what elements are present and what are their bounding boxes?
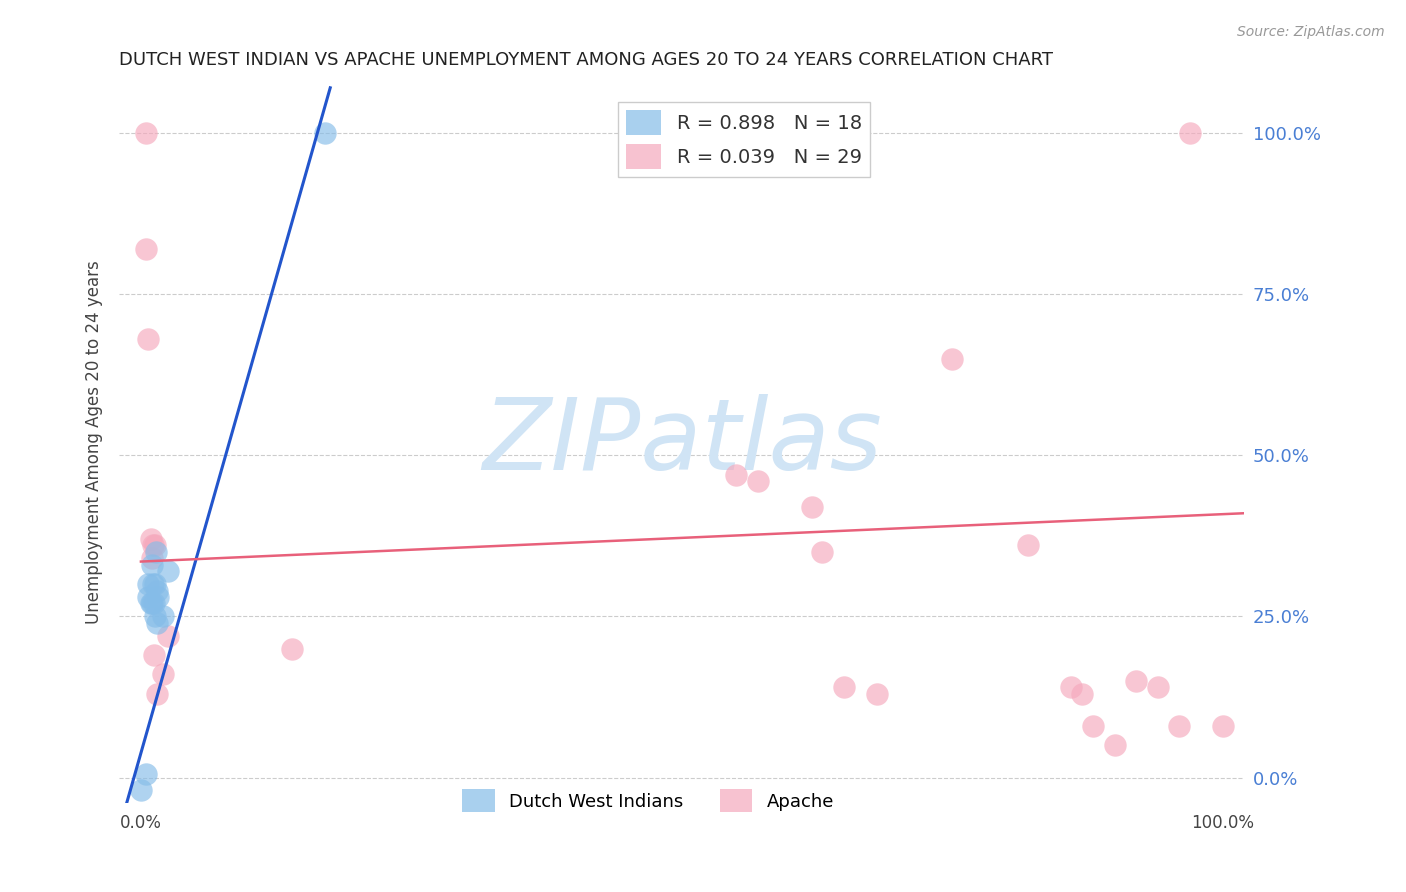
Point: [152, 609, 174, 624]
Text: DUTCH WEST INDIAN VS APACHE UNEMPLOYMENT AMONG AGES 20 TO 24 YEARS CORRELATION C: DUTCH WEST INDIAN VS APACHE UNEMPLOYMENT…: [120, 51, 1053, 69]
Point: [142, 597, 165, 611]
Point: [138, 590, 160, 604]
Point: [1104, 739, 1126, 753]
Point: [1017, 538, 1039, 552]
Point: [152, 667, 174, 681]
Point: [156, 629, 179, 643]
Text: Source: ZipAtlas.com: Source: ZipAtlas.com: [1237, 25, 1385, 39]
Point: [832, 680, 855, 694]
Point: [724, 467, 747, 482]
Point: [1125, 673, 1147, 688]
Point: [1071, 687, 1094, 701]
Point: [138, 577, 160, 591]
Point: [143, 609, 166, 624]
Point: [135, 242, 157, 256]
Point: [135, 126, 157, 140]
Point: [143, 538, 166, 552]
Text: ZIPatlas: ZIPatlas: [482, 393, 882, 491]
Point: [129, 783, 152, 797]
Point: [139, 532, 162, 546]
Point: [146, 583, 169, 598]
Point: [142, 538, 165, 552]
Point: [811, 545, 834, 559]
Point: [156, 564, 179, 578]
Point: [145, 545, 167, 559]
Point: [142, 648, 165, 662]
Point: [146, 687, 169, 701]
Point: [865, 687, 887, 701]
Point: [941, 351, 963, 366]
Point: [142, 577, 165, 591]
Point: [143, 577, 166, 591]
Legend: Dutch West Indians, Apache: Dutch West Indians, Apache: [456, 782, 841, 820]
Point: [141, 558, 163, 572]
Point: [1212, 719, 1234, 733]
Point: [148, 590, 170, 604]
Point: [1146, 680, 1168, 694]
Point: [1081, 719, 1104, 733]
Point: [1168, 719, 1191, 733]
Point: [747, 474, 769, 488]
Point: [141, 597, 163, 611]
Point: [800, 500, 823, 514]
Point: [314, 126, 336, 140]
Point: [1060, 680, 1083, 694]
Point: [146, 615, 169, 630]
Point: [281, 641, 304, 656]
Point: [138, 332, 160, 346]
Point: [135, 767, 157, 781]
Y-axis label: Unemployment Among Ages 20 to 24 years: Unemployment Among Ages 20 to 24 years: [86, 260, 103, 624]
Point: [1180, 126, 1202, 140]
Point: [141, 551, 163, 566]
Point: [139, 597, 162, 611]
